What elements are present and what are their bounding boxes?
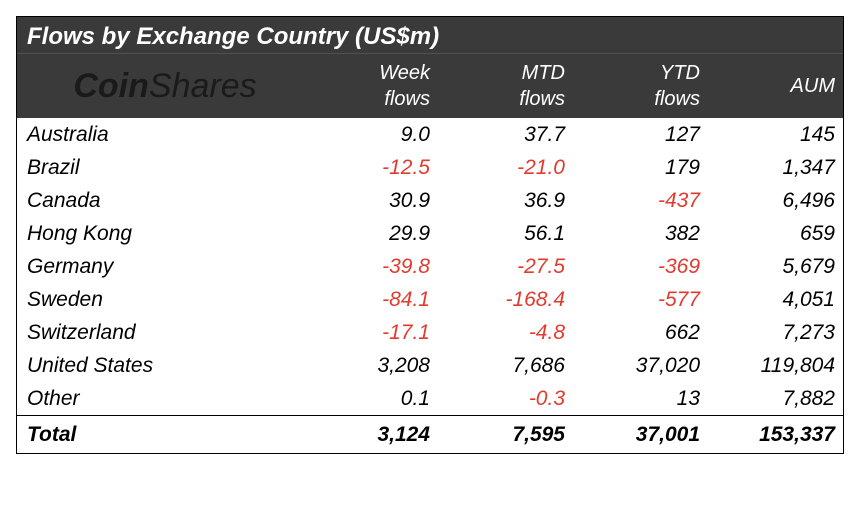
table-row: Other0.1-0.3137,882: [17, 382, 843, 415]
cell-week: -84.1: [305, 283, 440, 316]
cell-ytd: 179: [575, 151, 710, 184]
header-week-l1: Week: [379, 60, 430, 86]
cell-week: -17.1: [305, 316, 440, 349]
table-row: Germany-39.8-27.5-3695,679: [17, 250, 843, 283]
cell-aum: 145: [710, 118, 845, 151]
cell-aum: 659: [710, 217, 845, 250]
cell-ytd: 37,020: [575, 349, 710, 382]
cell-week: 9.0: [305, 118, 440, 151]
header-mtd-l2: flows: [519, 86, 565, 112]
cell-ytd: 127: [575, 118, 710, 151]
total-mtd: 7,595: [440, 416, 575, 453]
cell-country: Canada: [17, 184, 305, 217]
cell-country: Germany: [17, 250, 305, 283]
cell-aum: 119,804: [710, 349, 845, 382]
cell-mtd: -168.4: [440, 283, 575, 316]
total-aum: 153,337: [710, 416, 845, 453]
table-row: Switzerland-17.1-4.86627,273: [17, 316, 843, 349]
header-week: Week flows: [305, 54, 440, 118]
table-row: Brazil-12.5-21.01791,347: [17, 151, 843, 184]
header-mtd-l1: MTD: [522, 60, 565, 86]
cell-ytd: -369: [575, 250, 710, 283]
header-ytd-l2: flows: [654, 86, 700, 112]
cell-week: 30.9: [305, 184, 440, 217]
cell-aum: 5,679: [710, 250, 845, 283]
cell-week: 0.1: [305, 382, 440, 415]
cell-mtd: 37.7: [440, 118, 575, 151]
cell-mtd: 7,686: [440, 349, 575, 382]
cell-ytd: 662: [575, 316, 710, 349]
cell-country: Brazil: [17, 151, 305, 184]
cell-country: Sweden: [17, 283, 305, 316]
cell-ytd: 13: [575, 382, 710, 415]
total-row: Total 3,124 7,595 37,001 153,337: [17, 415, 843, 453]
cell-mtd: -21.0: [440, 151, 575, 184]
table-row: Hong Kong29.956.1382659: [17, 217, 843, 250]
flows-table: Flows by Exchange Country (US$m) CoinSha…: [16, 16, 844, 454]
cell-ytd: -437: [575, 184, 710, 217]
cell-mtd: -4.8: [440, 316, 575, 349]
table-body: Australia9.037.7127145Brazil-12.5-21.017…: [17, 118, 843, 415]
cell-aum: 7,882: [710, 382, 845, 415]
header-ytd: YTD flows: [575, 54, 710, 118]
cell-mtd: 36.9: [440, 184, 575, 217]
table-header-row: CoinShares Week flows MTD flows YTD flow…: [17, 54, 843, 118]
cell-aum: 4,051: [710, 283, 845, 316]
table-row: Australia9.037.7127145: [17, 118, 843, 151]
header-aum-l2: AUM: [791, 73, 835, 99]
logo-bold: Coin: [73, 67, 149, 105]
logo-light: Shares: [149, 67, 257, 105]
cell-aum: 6,496: [710, 184, 845, 217]
total-label: Total: [17, 416, 305, 453]
cell-ytd: 382: [575, 217, 710, 250]
table-row: United States3,2087,68637,020119,804: [17, 349, 843, 382]
header-week-l2: flows: [384, 86, 430, 112]
cell-mtd: -27.5: [440, 250, 575, 283]
cell-country: Switzerland: [17, 316, 305, 349]
table-title: Flows by Exchange Country (US$m): [17, 17, 843, 54]
table-row: Sweden-84.1-168.4-5774,051: [17, 283, 843, 316]
cell-mtd: 56.1: [440, 217, 575, 250]
total-week: 3,124: [305, 416, 440, 453]
coinshares-logo: CoinShares: [73, 64, 256, 108]
header-country-col: CoinShares: [17, 54, 305, 118]
cell-country: Other: [17, 382, 305, 415]
header-mtd: MTD flows: [440, 54, 575, 118]
cell-aum: 1,347: [710, 151, 845, 184]
cell-mtd: -0.3: [440, 382, 575, 415]
header-ytd-l1: YTD: [660, 60, 700, 86]
cell-week: -12.5: [305, 151, 440, 184]
cell-country: United States: [17, 349, 305, 382]
table-row: Canada30.936.9-4376,496: [17, 184, 843, 217]
total-ytd: 37,001: [575, 416, 710, 453]
cell-country: Hong Kong: [17, 217, 305, 250]
cell-week: 3,208: [305, 349, 440, 382]
cell-week: 29.9: [305, 217, 440, 250]
cell-ytd: -577: [575, 283, 710, 316]
cell-aum: 7,273: [710, 316, 845, 349]
header-aum: AUM: [710, 54, 845, 118]
cell-country: Australia: [17, 118, 305, 151]
cell-week: -39.8: [305, 250, 440, 283]
